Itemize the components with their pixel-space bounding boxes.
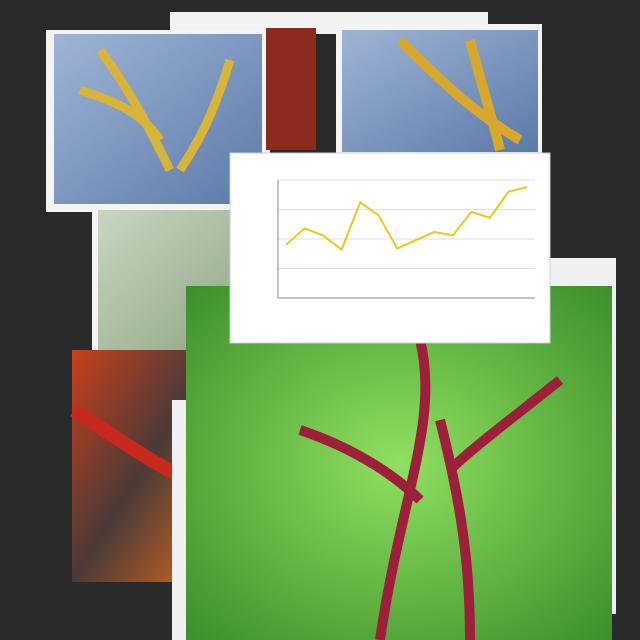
leaf-panel [186,286,612,640]
vein [396,36,523,152]
vein [78,47,235,173]
data-line [285,186,528,252]
texture-strip [266,28,316,150]
line-chart [277,179,535,299]
chart-card [229,152,551,344]
panel-frame [172,400,186,640]
vein [298,338,564,640]
